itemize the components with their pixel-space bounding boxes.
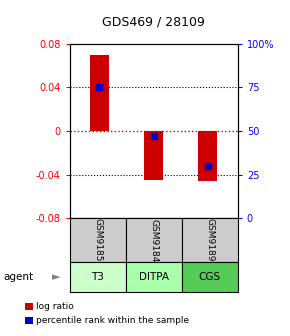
- Text: percentile rank within the sample: percentile rank within the sample: [36, 316, 189, 325]
- Text: ►: ►: [52, 272, 61, 282]
- Text: DITPA: DITPA: [139, 272, 169, 282]
- Bar: [198, 131, 218, 181]
- Bar: [90, 55, 109, 131]
- Text: T3: T3: [91, 272, 104, 282]
- Text: GSM9189: GSM9189: [205, 218, 214, 262]
- Bar: [144, 131, 163, 180]
- Text: agent: agent: [3, 272, 33, 282]
- Text: GSM9184: GSM9184: [149, 218, 158, 262]
- Text: GSM9185: GSM9185: [93, 218, 102, 262]
- Text: CGS: CGS: [199, 272, 221, 282]
- Text: GDS469 / 28109: GDS469 / 28109: [102, 15, 205, 28]
- Text: log ratio: log ratio: [36, 302, 74, 311]
